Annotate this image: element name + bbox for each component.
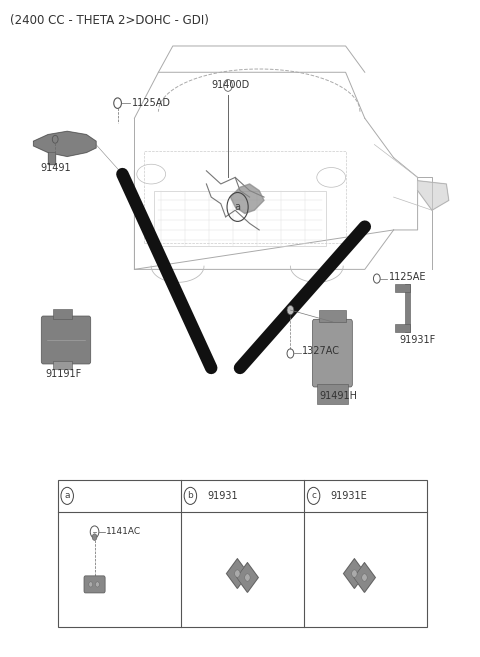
Text: 91931F: 91931F [399, 335, 436, 346]
Polygon shape [354, 563, 375, 593]
FancyBboxPatch shape [312, 319, 352, 387]
Circle shape [245, 574, 250, 581]
Polygon shape [418, 181, 449, 210]
Circle shape [96, 582, 99, 587]
FancyBboxPatch shape [41, 316, 91, 364]
Text: c: c [311, 491, 316, 501]
Polygon shape [48, 152, 55, 164]
Bar [53, 309, 72, 319]
Bar [395, 324, 410, 332]
Text: 91491: 91491 [41, 162, 72, 173]
Bar [319, 310, 346, 322]
Polygon shape [227, 559, 248, 589]
Circle shape [362, 574, 367, 581]
Polygon shape [230, 184, 264, 214]
Bar [53, 361, 72, 369]
Text: 1327AC: 1327AC [302, 346, 340, 357]
Text: 91191F: 91191F [46, 369, 82, 380]
Bar [144, 151, 346, 243]
Bar [154, 191, 326, 246]
Polygon shape [34, 131, 96, 156]
Text: 91491H: 91491H [319, 390, 357, 401]
Text: b: b [188, 491, 193, 501]
FancyBboxPatch shape [84, 576, 105, 593]
Text: 91931E: 91931E [330, 491, 367, 501]
Text: (2400 CC - THETA 2>DOHC - GDI): (2400 CC - THETA 2>DOHC - GDI) [10, 14, 208, 28]
Circle shape [235, 570, 240, 578]
Circle shape [92, 533, 97, 540]
Bar [395, 284, 410, 292]
Circle shape [89, 582, 93, 587]
Circle shape [352, 570, 357, 578]
Bar [405, 284, 410, 332]
Polygon shape [344, 559, 365, 589]
Circle shape [287, 306, 294, 315]
Text: 91931: 91931 [207, 491, 238, 501]
Bar [317, 384, 348, 404]
Text: 91400D: 91400D [211, 80, 250, 91]
Polygon shape [237, 563, 258, 593]
Text: 1125AD: 1125AD [132, 98, 171, 108]
Text: 1141AC: 1141AC [106, 528, 141, 536]
Text: a: a [235, 202, 240, 212]
Bar [58, 480, 427, 627]
Text: 1125AE: 1125AE [389, 272, 426, 283]
Text: a: a [64, 491, 70, 501]
